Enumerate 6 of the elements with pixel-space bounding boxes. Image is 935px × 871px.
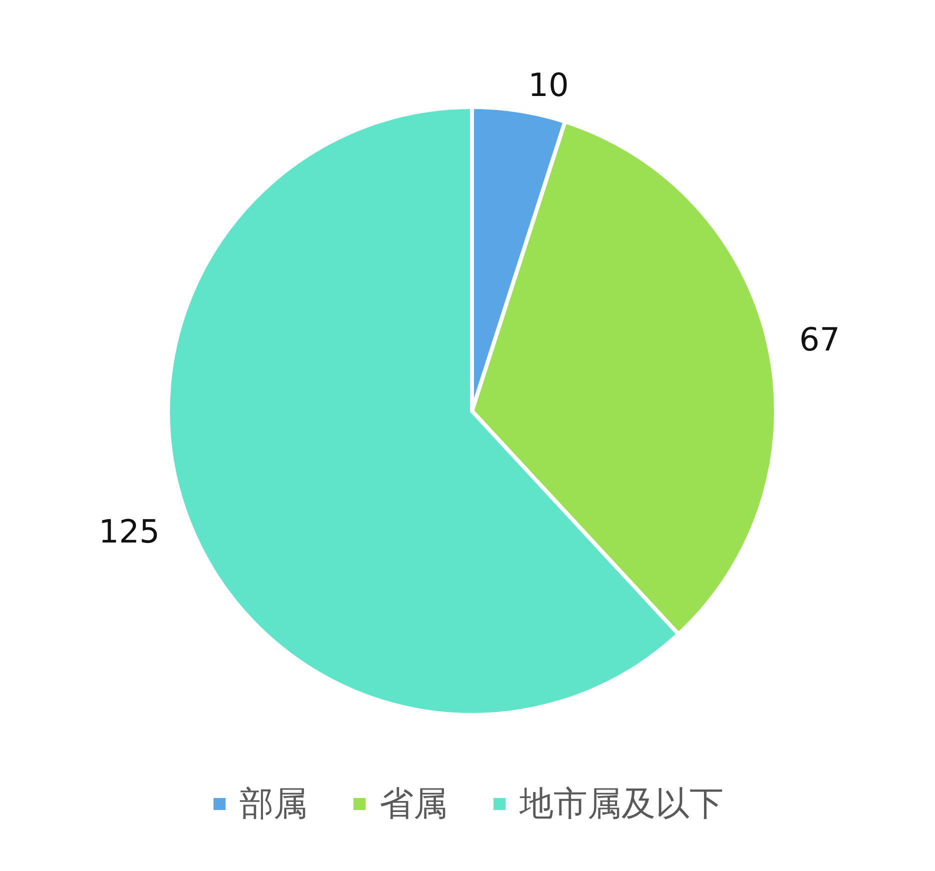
legend-label: 地市属及以下 [518, 784, 724, 824]
data-label: 10 [528, 66, 569, 104]
legend-label: 部属 [240, 784, 308, 824]
data-label: 125 [98, 512, 160, 550]
legend-label: 省属 [380, 784, 448, 824]
data-label: 67 [799, 320, 840, 359]
